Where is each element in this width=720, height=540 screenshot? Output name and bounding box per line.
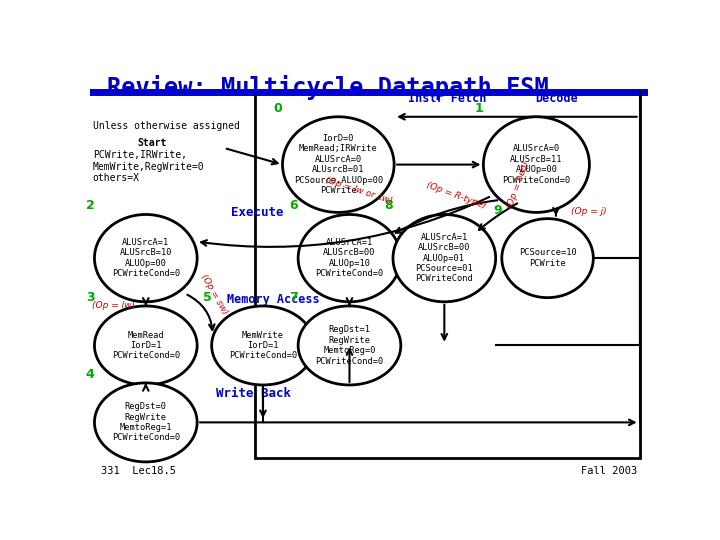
Bar	[255, 92, 639, 458]
Text: (Op = beq): (Op = beq)	[505, 160, 531, 210]
Ellipse shape	[298, 306, 401, 385]
Text: (Op = lw or sw): (Op = lw or sw)	[324, 176, 394, 206]
Text: 331  Lec18.5: 331 Lec18.5	[101, 467, 176, 476]
Text: 6: 6	[289, 199, 298, 212]
Ellipse shape	[483, 117, 590, 212]
Text: Execute: Execute	[231, 206, 284, 219]
Text: MemWrite
IorD=1
PCWriteCond=0: MemWrite IorD=1 PCWriteCond=0	[229, 330, 297, 360]
Ellipse shape	[94, 383, 197, 462]
Text: (Op = j): (Op = j)	[571, 207, 607, 217]
Text: 9: 9	[493, 204, 502, 217]
Text: RegDst=0
RegWrite
MemtoReg=1
PCWriteCond=0: RegDst=0 RegWrite MemtoReg=1 PCWriteCond…	[112, 402, 180, 442]
Text: 1: 1	[474, 102, 483, 114]
Ellipse shape	[94, 214, 197, 302]
Text: IorD=0
MemRead;IRWrite
ALUSrcA=0
ALUsrcB=01
PCSource,ALUOp=00
PCWrite: IorD=0 MemRead;IRWrite ALUSrcA=0 ALUsrcB…	[294, 134, 383, 195]
Text: 3: 3	[86, 291, 94, 304]
Text: Review: Multicycle Datapath FSM: Review: Multicycle Datapath FSM	[107, 75, 549, 100]
Ellipse shape	[94, 306, 197, 385]
Text: Fall 2003: Fall 2003	[580, 467, 637, 476]
Text: ALUSrcA=1
ALUSrcB=10
ALUOp=00
PCWriteCond=0: ALUSrcA=1 ALUSrcB=10 ALUOp=00 PCWriteCon…	[112, 238, 180, 278]
Text: ALUSrcA=1
ALUSrcB=00
ALUOp=01
PCSource=01
PCWriteCond: ALUSrcA=1 ALUSrcB=00 ALUOp=01 PCSource=0…	[415, 233, 473, 284]
Text: (Op = R-type): (Op = R-type)	[425, 180, 487, 210]
Text: 7: 7	[289, 291, 298, 304]
Ellipse shape	[212, 306, 315, 385]
Text: Start: Start	[138, 138, 167, 147]
Text: Write Back: Write Back	[215, 387, 291, 400]
Text: 4: 4	[86, 368, 94, 381]
Text: Decode: Decode	[536, 92, 578, 105]
Ellipse shape	[298, 214, 401, 302]
Ellipse shape	[282, 117, 394, 212]
Text: Memory Access: Memory Access	[227, 293, 320, 306]
Text: PCWrite,IRWrite,
MemWrite,RegWrite=0
others=X: PCWrite,IRWrite, MemWrite,RegWrite=0 oth…	[93, 150, 204, 183]
Text: RegDst=1
RegWrite
MemtoReg=0
PCWriteCond=0: RegDst=1 RegWrite MemtoReg=0 PCWriteCond…	[315, 326, 384, 366]
Text: 8: 8	[384, 199, 393, 212]
Text: ALUSrcA=1
ALUSrcB=00
ALUOp=10
PCWriteCond=0: ALUSrcA=1 ALUSrcB=00 ALUOp=10 PCWriteCon…	[315, 238, 384, 278]
Ellipse shape	[393, 214, 495, 302]
Text: (Op = lw): (Op = lw)	[91, 301, 135, 310]
Text: PCSource=10
PCWrite: PCSource=10 PCWrite	[518, 248, 577, 268]
Text: 2: 2	[86, 199, 94, 212]
Text: Instr Fetch: Instr Fetch	[408, 92, 487, 105]
Text: MemRead
IorD=1
PCWriteCond=0: MemRead IorD=1 PCWriteCond=0	[112, 330, 180, 360]
Text: (Op = sw): (Op = sw)	[199, 273, 229, 316]
Ellipse shape	[502, 219, 593, 298]
Text: Unless otherwise assigned: Unless otherwise assigned	[93, 121, 240, 131]
Text: ALUSrcA=0
ALUSrcB=11
ALUOp=00
PCWriteCond=0: ALUSrcA=0 ALUSrcB=11 ALUOp=00 PCWriteCon…	[503, 145, 570, 185]
Text: 5: 5	[203, 291, 212, 304]
Text: 0: 0	[274, 102, 282, 114]
